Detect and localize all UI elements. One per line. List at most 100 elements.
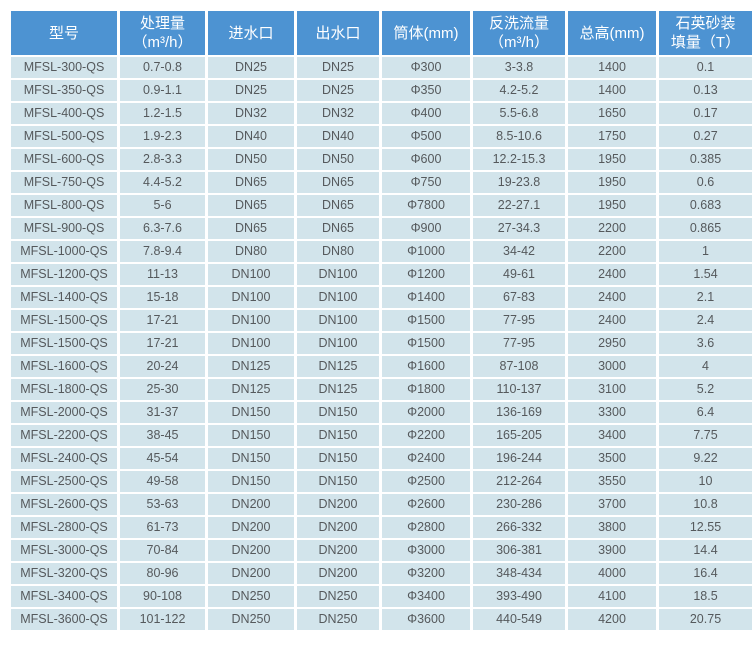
column-header-cylinder: 筒体(mm) (382, 11, 470, 55)
table-cell: DN200 (208, 494, 294, 515)
table-cell: 6.3-7.6 (120, 218, 205, 239)
table-cell: Φ400 (382, 103, 470, 124)
table-cell: MFSL-1500-QS (11, 310, 117, 331)
table-cell: MFSL-2500-QS (11, 471, 117, 492)
table-cell: 3800 (568, 517, 656, 538)
table-cell: 266-332 (473, 517, 565, 538)
table-cell: Φ350 (382, 80, 470, 101)
table-cell: Φ1400 (382, 287, 470, 308)
table-cell: DN150 (208, 425, 294, 446)
table-cell: 8.5-10.6 (473, 126, 565, 147)
table-cell: MFSL-1400-QS (11, 287, 117, 308)
column-header-total-height: 总高(mm) (568, 11, 656, 55)
table-cell: Φ3000 (382, 540, 470, 561)
table-cell: MFSL-2600-QS (11, 494, 117, 515)
header-row: 型号 处理量 （m³/h） 进水口 出水口 筒体(mm) 反洗流量 （m³/h） 总高(mm) 石… (11, 11, 752, 55)
table-cell: 212-264 (473, 471, 565, 492)
table-cell: DN80 (297, 241, 379, 262)
table-cell: 5.5-6.8 (473, 103, 565, 124)
table-cell: 3500 (568, 448, 656, 469)
table-row: MFSL-1500-QS 17-21 DN100 DN100 Φ1500 77-95 240… (11, 310, 752, 331)
table-cell: DN250 (297, 609, 379, 630)
table-cell: DN100 (208, 287, 294, 308)
table-cell: 196-244 (473, 448, 565, 469)
table-cell: MFSL-3000-QS (11, 540, 117, 561)
column-header-model: 型号 (11, 11, 117, 55)
table-cell: 3300 (568, 402, 656, 423)
table-cell: DN150 (297, 425, 379, 446)
table-cell: 1650 (568, 103, 656, 124)
table-cell: MFSL-300-QS (11, 57, 117, 78)
table-cell: 1.54 (659, 264, 752, 285)
table-cell: DN150 (297, 448, 379, 469)
table-cell: 101-122 (120, 609, 205, 630)
table-cell: DN32 (208, 103, 294, 124)
table-cell: 0.9-1.1 (120, 80, 205, 101)
table-cell: 45-54 (120, 448, 205, 469)
table-cell: 2400 (568, 310, 656, 331)
table-cell: 31-37 (120, 402, 205, 423)
table-cell: 7.75 (659, 425, 752, 446)
table-cell: DN65 (297, 172, 379, 193)
table-cell: Φ1500 (382, 333, 470, 354)
table-header: 型号 处理量 （m³/h） 进水口 出水口 筒体(mm) 反洗流量 （m³/h） 总高(mm) 石… (11, 11, 752, 55)
table-cell: Φ300 (382, 57, 470, 78)
table-cell: 2400 (568, 264, 656, 285)
table-cell: Φ2000 (382, 402, 470, 423)
table-cell: DN100 (208, 333, 294, 354)
table-cell: DN200 (297, 517, 379, 538)
table-cell: 16.4 (659, 563, 752, 584)
table-cell: MFSL-1200-QS (11, 264, 117, 285)
table-cell: MFSL-3600-QS (11, 609, 117, 630)
table-cell: DN80 (208, 241, 294, 262)
table-cell: DN32 (297, 103, 379, 124)
table-cell: 12.2-15.3 (473, 149, 565, 170)
table-cell: MFSL-2200-QS (11, 425, 117, 446)
table-cell: 3900 (568, 540, 656, 561)
table-cell: 1.2-1.5 (120, 103, 205, 124)
table-row: MFSL-350-QS 0.9-1.1 DN25 DN25 Φ350 4.2-5.2 140… (11, 80, 752, 101)
table-cell: 348-434 (473, 563, 565, 584)
column-header-capacity: 处理量 （m³/h） (120, 11, 205, 55)
table-cell: DN25 (208, 57, 294, 78)
table-cell: 165-205 (473, 425, 565, 446)
table-cell: DN150 (208, 448, 294, 469)
table-cell: 61-73 (120, 517, 205, 538)
table-cell: 230-286 (473, 494, 565, 515)
table-cell: Φ600 (382, 149, 470, 170)
table-row: MFSL-1800-QS 25-30 DN125 DN125 Φ1800 110-137 3… (11, 379, 752, 400)
table-cell: DN25 (297, 80, 379, 101)
table-cell: MFSL-3200-QS (11, 563, 117, 584)
table-cell: DN65 (297, 218, 379, 239)
table-cell: 49-58 (120, 471, 205, 492)
table-cell: 20-24 (120, 356, 205, 377)
table-cell: DN125 (208, 379, 294, 400)
table-cell: DN25 (208, 80, 294, 101)
table-cell: 4100 (568, 586, 656, 607)
table-cell: DN200 (297, 494, 379, 515)
table-cell: MFSL-1600-QS (11, 356, 117, 377)
table-cell: DN250 (208, 586, 294, 607)
table-cell: 34-42 (473, 241, 565, 262)
table-cell: 4 (659, 356, 752, 377)
table-cell: 1750 (568, 126, 656, 147)
table-cell: DN150 (208, 471, 294, 492)
table-cell: 3550 (568, 471, 656, 492)
table-cell: DN100 (297, 333, 379, 354)
table-cell: 0.6 (659, 172, 752, 193)
table-cell: 5.2 (659, 379, 752, 400)
table-cell: 18.5 (659, 586, 752, 607)
table-row: MFSL-1000-QS 7.8-9.4 DN80 DN80 Φ1000 34-42 220… (11, 241, 752, 262)
table-cell: 2.4 (659, 310, 752, 331)
table-cell: 4.2-5.2 (473, 80, 565, 101)
table-cell: 3000 (568, 356, 656, 377)
table-cell: DN65 (208, 218, 294, 239)
table-row: MFSL-600-QS 2.8-3.3 DN50 DN50 Φ600 12.2-15.3 1… (11, 149, 752, 170)
table-cell: 0.385 (659, 149, 752, 170)
table-cell: 90-108 (120, 586, 205, 607)
table-cell: DN65 (297, 195, 379, 216)
table-row: MFSL-1200-QS 11-13 DN100 DN100 Φ1200 49-61 240… (11, 264, 752, 285)
table-row: MFSL-300-QS 0.7-0.8 DN25 DN25 Φ300 3-3.8 1400 0… (11, 57, 752, 78)
table-cell: Φ2500 (382, 471, 470, 492)
table-cell: 2.8-3.3 (120, 149, 205, 170)
